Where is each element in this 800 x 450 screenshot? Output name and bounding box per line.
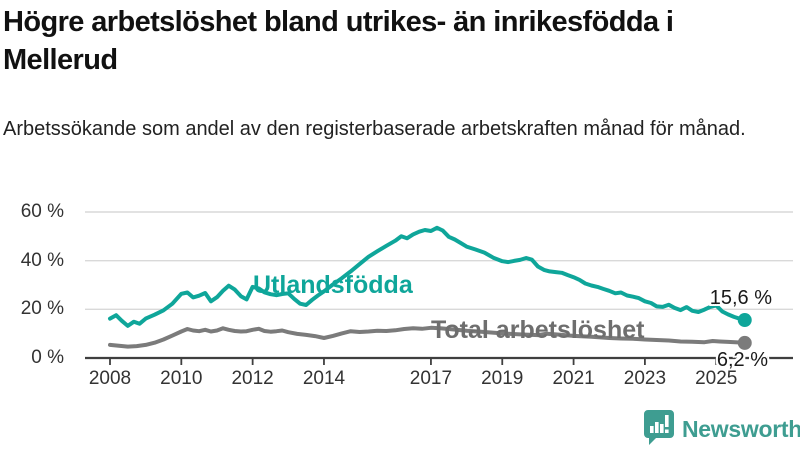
chart-title: Högre arbetslöshet bland utrikes- än inr…	[3, 6, 674, 76]
x-tick-label: 2023	[623, 368, 667, 389]
x-tick-label: 2021	[552, 368, 595, 389]
x-tick-label: 2012	[231, 368, 274, 389]
series-label-total-arbetsloshet: Total arbetslöshet	[431, 316, 645, 344]
x-tick-label: 2008	[88, 368, 132, 389]
x-tick-label: 2025	[695, 368, 738, 389]
newsworthy-speech-bubble-bar-chart-icon	[643, 409, 675, 450]
y-tick-label: 40 %	[20, 249, 64, 271]
x-tick-label: 2010	[160, 368, 203, 389]
series-end-dot-utlandsfodda	[737, 313, 752, 328]
chart-subtitle: Arbetssökande som andel av den registerb…	[3, 118, 746, 140]
end-value-label-utlandsfodda: 15,6 %	[709, 287, 772, 309]
x-tick-label: 2014	[302, 368, 346, 389]
x-tick-label: 2017	[409, 368, 453, 389]
x-tick-label: 2019	[481, 368, 524, 389]
y-tick-label: 60 %	[20, 201, 64, 222]
series-label-utlandsfodda: Utlandsfödda	[253, 271, 413, 299]
end-value-label-total: 6,2 %	[716, 349, 768, 371]
series-line-utlandsfodda	[108, 225, 747, 328]
newsworthy-logo-text: Newsworthy	[682, 416, 800, 442]
newsworthy-logo[interactable]: Newsworthy	[643, 409, 800, 450]
series-end-dot-total	[737, 335, 752, 350]
series-line-total	[108, 325, 747, 349]
y-tick-label: 20 %	[20, 298, 64, 320]
y-tick-label: 0 %	[31, 347, 64, 368]
